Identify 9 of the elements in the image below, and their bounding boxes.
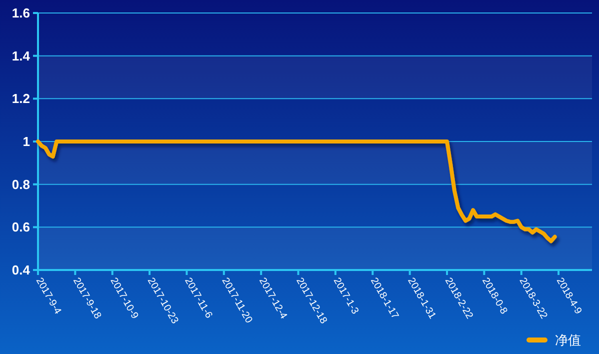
y-tick-label: 1 [22, 134, 30, 150]
y-tick-label: 1.2 [12, 91, 30, 106]
y-tick-label: 1.6 [12, 6, 30, 21]
legend-label: 净值 [555, 334, 581, 349]
y-tick-label: 0.6 [12, 220, 30, 235]
line-series [36, 140, 557, 244]
y-tick-label: 1.4 [12, 48, 31, 64]
y-tick-label: 0.8 [12, 176, 30, 192]
y-tick-label: 0.4 [12, 262, 31, 278]
